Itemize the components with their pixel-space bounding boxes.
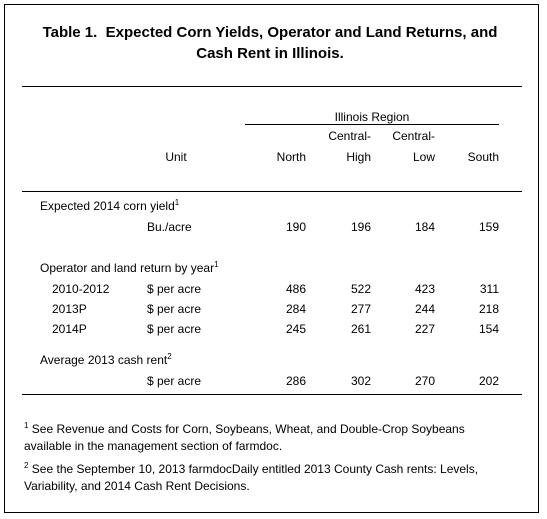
- row-label: 2014P: [52, 322, 87, 336]
- row-label: 2010-2012: [52, 282, 110, 296]
- rule: [22, 394, 522, 395]
- table-title: Table 1. Expected Corn Yields, Operator …: [42, 24, 502, 62]
- column-header: Unit: [165, 150, 187, 164]
- footnote-ref: 1: [214, 260, 219, 269]
- unit: Bu./acre: [147, 220, 192, 234]
- unit: $ per acre: [147, 322, 202, 336]
- cell-value: 218: [478, 302, 499, 316]
- column-header: Low: [412, 150, 435, 164]
- column-header: High: [346, 150, 371, 164]
- unit: $ per acre: [147, 302, 202, 316]
- footnote: 1 See Revenue and Costs for Corn, Soybea…: [24, 421, 494, 455]
- rule: [245, 124, 499, 125]
- footnote-ref: 2: [167, 352, 172, 361]
- group-header: Illinois Region: [334, 110, 410, 124]
- cell-value: 311: [479, 282, 499, 296]
- cell-value: 202: [478, 374, 499, 388]
- cell-value: 423: [414, 282, 435, 296]
- row-label: 2013P: [52, 302, 87, 316]
- footnote-text: See the September 10, 2013 farmdocDaily …: [24, 462, 479, 493]
- section-label: Expected 2014 corn yield1: [40, 198, 180, 214]
- frame: [4, 4, 539, 513]
- footnote-mark: 2: [24, 461, 29, 470]
- footnote-ref: 1: [174, 198, 180, 207]
- section-label-text: Average 2013 cash rent: [40, 353, 168, 367]
- cell-value: 261: [350, 322, 371, 336]
- column-header: South: [467, 150, 499, 164]
- cell-value: 190: [285, 220, 306, 234]
- cell-value: 245: [285, 322, 306, 336]
- cell-value: 286: [285, 374, 306, 388]
- cell-value: 284: [285, 302, 306, 316]
- cell-value: 159: [478, 220, 499, 234]
- cell-value: 244: [414, 302, 435, 316]
- section-label: Average 2013 cash rent2: [40, 352, 172, 368]
- unit: $ per acre: [147, 374, 202, 388]
- cell-value: 277: [350, 302, 371, 316]
- cell-value: 486: [285, 282, 306, 296]
- unit: $ per acre: [147, 282, 202, 296]
- cell-value: 302: [350, 374, 371, 388]
- footnote-text: See Revenue and Costs for Corn, Soybeans…: [24, 422, 465, 453]
- footnote: 2 See the September 10, 2013 farmdocDail…: [24, 461, 494, 495]
- section-label: Operator and land return by year1: [40, 260, 219, 276]
- section-label-text: Expected 2014 corn yield: [40, 199, 175, 213]
- section-label-text: Operator and land return by year: [40, 261, 215, 275]
- cell-value: 196: [350, 220, 371, 234]
- column-header: Central-: [328, 129, 371, 143]
- column-header: North: [276, 150, 306, 164]
- footnote-mark: 1: [24, 421, 29, 430]
- column-header: Central-: [392, 129, 435, 143]
- cell-value: 154: [478, 322, 499, 336]
- rule: [22, 86, 522, 87]
- cell-value: 184: [414, 220, 435, 234]
- cell-value: 227: [414, 322, 435, 336]
- cell-value: 522: [350, 282, 371, 296]
- rule: [22, 191, 522, 192]
- cell-value: 270: [414, 374, 435, 388]
